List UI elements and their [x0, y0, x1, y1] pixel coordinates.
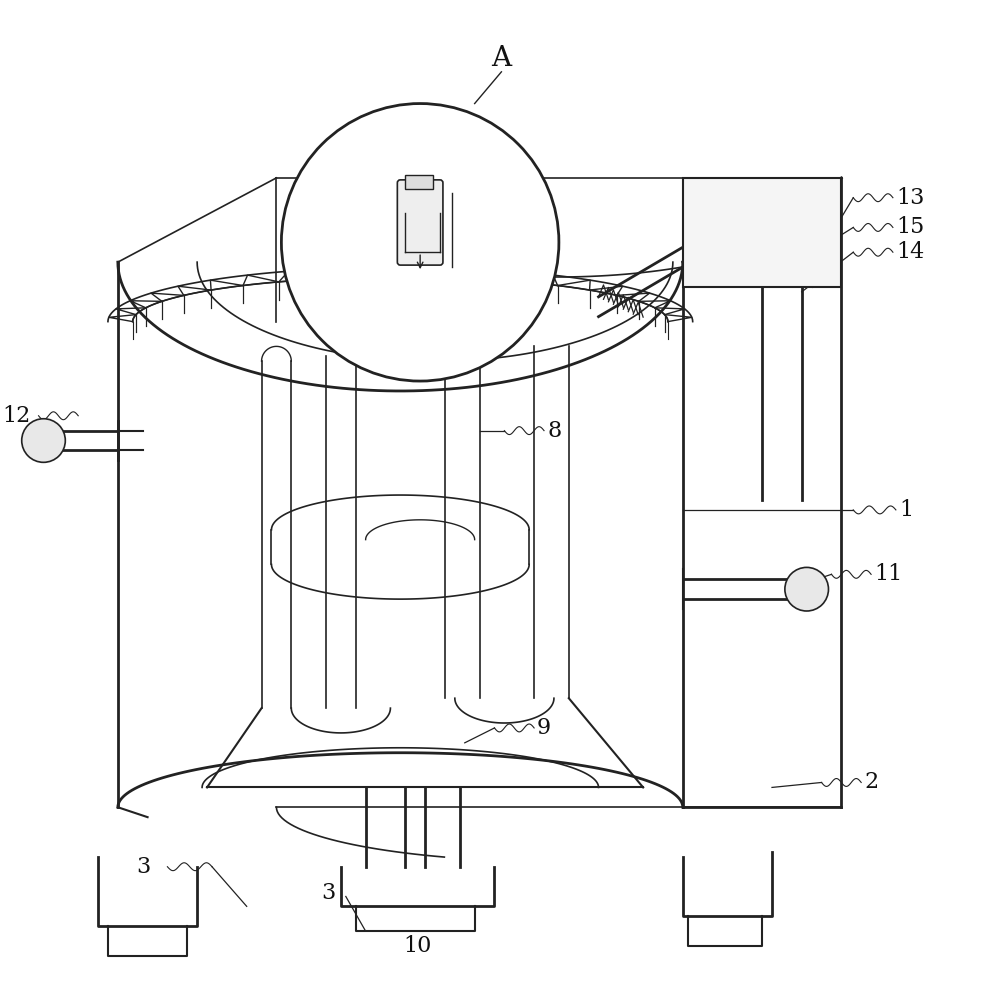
Text: 8: 8 [547, 420, 562, 442]
Text: A: A [491, 45, 512, 72]
Text: 13: 13 [896, 187, 924, 209]
Text: 12: 12 [2, 405, 31, 427]
Circle shape [785, 567, 828, 611]
FancyBboxPatch shape [683, 178, 841, 287]
Text: 10: 10 [404, 935, 431, 957]
FancyBboxPatch shape [398, 180, 443, 265]
Text: 3: 3 [322, 882, 336, 904]
Text: 14: 14 [896, 241, 924, 263]
Text: 9: 9 [537, 717, 552, 739]
Text: 11: 11 [874, 563, 903, 585]
Text: 1: 1 [899, 499, 912, 521]
FancyBboxPatch shape [406, 175, 433, 189]
Text: 3: 3 [136, 856, 150, 878]
Text: 15: 15 [896, 216, 924, 238]
Circle shape [22, 419, 66, 462]
Text: 2: 2 [864, 771, 879, 793]
Circle shape [281, 104, 559, 381]
